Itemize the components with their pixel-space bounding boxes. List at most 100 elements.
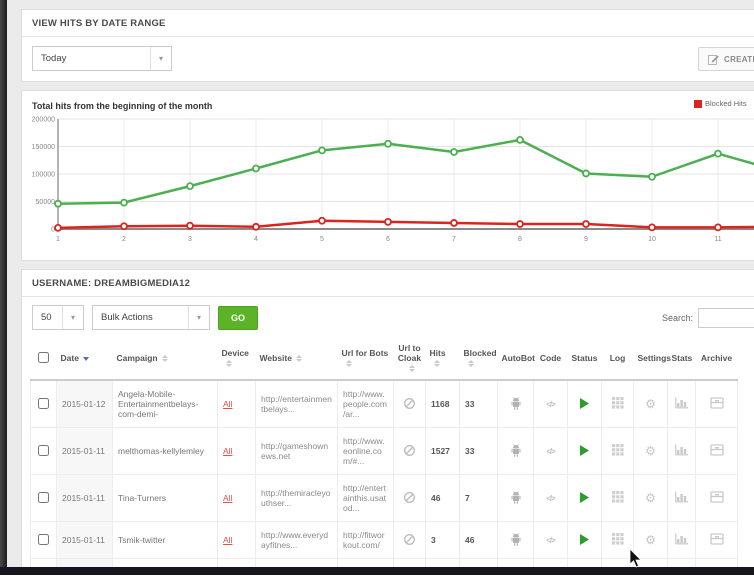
sort-icon[interactable] bbox=[345, 360, 352, 368]
cell-url-to-cloak[interactable] bbox=[393, 474, 426, 522]
cell-archive[interactable] bbox=[695, 379, 738, 428]
cell-autobot[interactable] bbox=[497, 379, 534, 428]
cell-stats[interactable] bbox=[667, 558, 696, 567]
cell-autobot[interactable] bbox=[497, 427, 534, 475]
search-box: Search: bbox=[662, 308, 754, 328]
cell-settings[interactable]: ⚙ bbox=[633, 474, 668, 522]
page-size-select[interactable]: 50 ▾ bbox=[32, 305, 84, 330]
column-header-hits[interactable]: Hits bbox=[426, 337, 460, 380]
new-campaign-pencil-icon bbox=[708, 54, 719, 65]
date-range-select[interactable]: Today ▾ bbox=[32, 46, 172, 71]
sort-icon[interactable] bbox=[161, 355, 168, 363]
settings-gear-icon: ⚙ bbox=[645, 491, 656, 505]
cell-settings[interactable]: ⚙ bbox=[633, 379, 668, 428]
chevron-down-icon: ▾ bbox=[150, 47, 171, 70]
sort-icon[interactable] bbox=[433, 360, 440, 368]
cell-autobot[interactable] bbox=[497, 558, 534, 567]
go-button[interactable]: GO bbox=[218, 305, 259, 330]
device-link[interactable]: All bbox=[223, 493, 233, 503]
cell-url-for-bots: Click to edit bbox=[337, 558, 394, 567]
cell-url-to-cloak[interactable] bbox=[393, 521, 426, 559]
select-all-checkbox[interactable] bbox=[38, 351, 49, 363]
cell-stats[interactable] bbox=[667, 474, 696, 522]
archive-box-icon bbox=[709, 533, 724, 545]
column-header-device[interactable]: Device bbox=[218, 337, 256, 380]
device-link[interactable]: All bbox=[223, 446, 233, 456]
table-row: 2015-01-11 Tsmik-twitter All http://www.eve… bbox=[30, 521, 738, 559]
cell-url-to-cloak[interactable] bbox=[393, 379, 426, 428]
cell-url-to-cloak[interactable] bbox=[393, 558, 426, 567]
cell-code[interactable]: </> bbox=[533, 379, 568, 428]
cell-archive[interactable] bbox=[695, 521, 738, 559]
cell-stats[interactable] bbox=[667, 521, 696, 559]
cell-settings[interactable]: ⚙ bbox=[633, 558, 668, 567]
cell-code[interactable]: </> bbox=[533, 558, 568, 567]
cell-archive[interactable] bbox=[695, 474, 738, 522]
page-content: VIEW HITS BY DATE RANGE Today ▾ CREATE N… bbox=[7, 0, 754, 567]
cell-campaign: http-themiracleyouthserum-com-fb2- bbox=[112, 558, 218, 567]
create-new-campaign-button[interactable]: CREATE NEW CAMPAIGN bbox=[698, 47, 754, 71]
search-input[interactable] bbox=[698, 308, 754, 328]
cell-settings[interactable]: ⚙ bbox=[633, 521, 668, 559]
sort-desc-icon[interactable] bbox=[82, 356, 89, 361]
cell bbox=[30, 521, 57, 559]
row-checkbox[interactable] bbox=[38, 533, 49, 545]
column-header-url-to-cloak[interactable]: Url to Cloak bbox=[394, 337, 426, 380]
sort-icon[interactable] bbox=[225, 360, 232, 368]
column-label: Log bbox=[609, 353, 626, 363]
column-header-campaign[interactable]: Campaign bbox=[113, 337, 218, 380]
cell-code[interactable]: </> bbox=[533, 427, 568, 475]
device-link[interactable]: All bbox=[223, 399, 233, 409]
column-label: Campaign bbox=[116, 353, 158, 363]
hits-line-chart: 050000100000150000200000123456789101112 bbox=[32, 117, 754, 243]
cell-log[interactable] bbox=[601, 474, 634, 522]
cell-archive[interactable] bbox=[695, 427, 738, 475]
row-checkbox[interactable] bbox=[38, 491, 49, 503]
cell-log[interactable] bbox=[601, 521, 634, 559]
cell-archive[interactable] bbox=[695, 558, 738, 567]
legend-swatch bbox=[694, 99, 702, 108]
bulk-actions-select[interactable]: Bulk Actions ▾ bbox=[92, 305, 210, 330]
table-row: 2015-01-11http-themiracleyouthserum-com-… bbox=[30, 558, 738, 567]
sort-icon[interactable] bbox=[467, 360, 474, 368]
cell-hits: 3 bbox=[425, 521, 460, 559]
cell: All bbox=[217, 521, 256, 559]
cell-log[interactable] bbox=[601, 379, 634, 428]
cell-log[interactable] bbox=[601, 427, 634, 475]
cell bbox=[30, 427, 57, 475]
cell-blocked: 46 bbox=[459, 521, 498, 559]
cell-stats[interactable] bbox=[667, 379, 696, 428]
chart-legend: Blocked HitsValid Hits bbox=[694, 99, 754, 108]
column-header-website[interactable]: Website bbox=[256, 337, 338, 380]
column-header-date[interactable]: Date bbox=[57, 337, 113, 380]
sort-icon[interactable] bbox=[295, 355, 302, 363]
sort-icon[interactable] bbox=[408, 365, 415, 373]
column-header-blocked[interactable]: Blocked bbox=[460, 337, 498, 380]
column-header-url-for-bots[interactable]: Url for Bots bbox=[338, 337, 394, 380]
cell-status[interactable] bbox=[567, 521, 602, 559]
cell-code[interactable]: </> bbox=[533, 521, 568, 559]
svg-text:4: 4 bbox=[254, 236, 258, 243]
cell-code[interactable]: </> bbox=[533, 474, 568, 522]
svg-text:7: 7 bbox=[452, 236, 456, 243]
code-icon: </> bbox=[546, 447, 556, 456]
cell-stats[interactable] bbox=[667, 427, 696, 475]
cell-status[interactable] bbox=[567, 427, 602, 475]
row-checkbox[interactable] bbox=[38, 444, 49, 456]
stats-chart-icon bbox=[674, 491, 688, 503]
cell-autobot[interactable] bbox=[497, 474, 534, 522]
svg-text:5: 5 bbox=[320, 236, 324, 243]
cell-status[interactable] bbox=[567, 474, 602, 522]
cell-settings[interactable]: ⚙ bbox=[633, 427, 668, 475]
device-link[interactable]: All bbox=[223, 535, 233, 545]
cell-autobot[interactable] bbox=[497, 521, 534, 559]
cell-status[interactable] bbox=[567, 379, 602, 428]
cell-log[interactable] bbox=[601, 558, 634, 567]
row-checkbox[interactable] bbox=[38, 397, 49, 409]
cell-url-to-cloak[interactable] bbox=[393, 427, 426, 475]
cell-status[interactable] bbox=[567, 558, 602, 567]
cell-date: 2015-01-12 bbox=[56, 379, 113, 428]
archive-box-icon bbox=[709, 491, 724, 503]
table-row: 2015-01-12 Angela-Mobile-Entertainmentbel… bbox=[30, 379, 738, 428]
